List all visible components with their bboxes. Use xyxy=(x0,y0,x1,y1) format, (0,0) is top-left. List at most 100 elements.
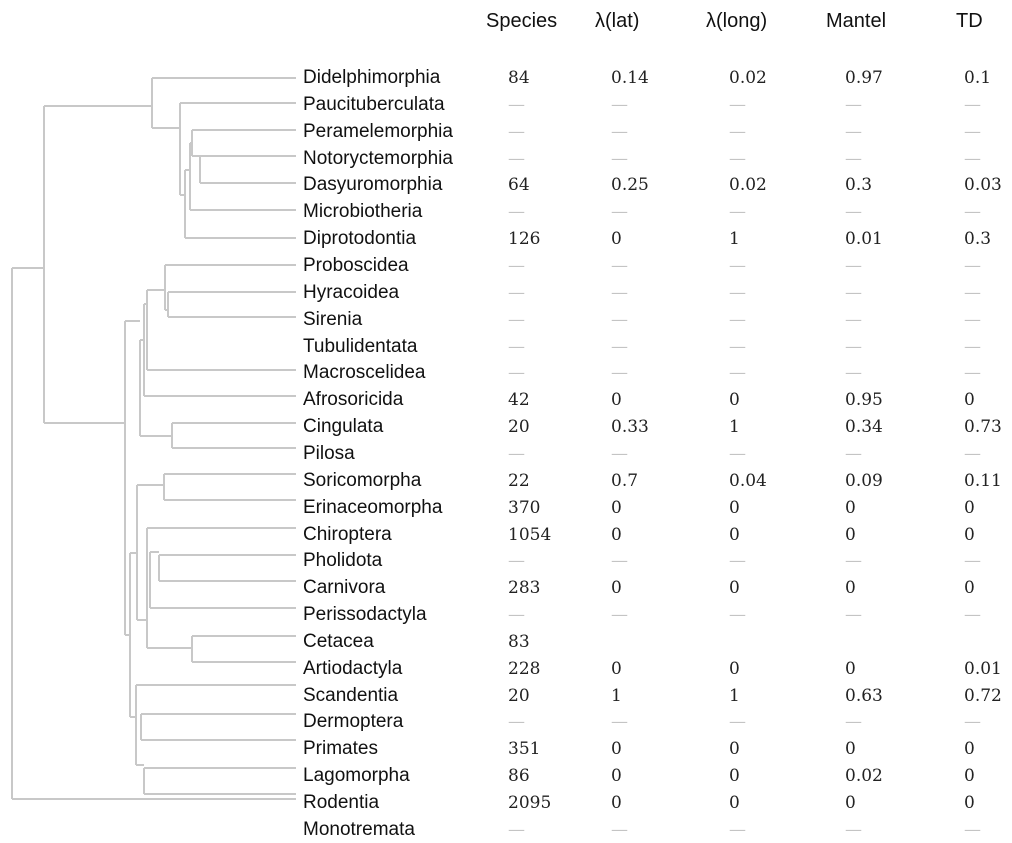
lambda-long-cell: 0 xyxy=(729,578,740,599)
lambda-long-cell: 0 xyxy=(729,390,740,411)
mantel-cell: — xyxy=(845,256,862,276)
column-header-lambda-lat: λ(lat) xyxy=(595,10,640,32)
mantel-cell: — xyxy=(845,363,862,384)
td-cell: 0 xyxy=(964,524,975,545)
table-row: Microbiotheria — — — — — xyxy=(0,199,1012,225)
lambda-long-cell: 1 xyxy=(729,685,740,706)
lambda-lat-cell: 0 xyxy=(611,390,622,411)
order-label: Microbiotheria xyxy=(303,201,423,223)
order-label: Diprotodontia xyxy=(303,228,417,250)
species-cell: 83 xyxy=(508,631,530,652)
lambda-lat-cell: 0 xyxy=(611,793,622,813)
species-cell: — xyxy=(508,363,525,384)
td-cell: — xyxy=(964,336,981,357)
lambda-long-cell: 0 xyxy=(729,793,740,813)
lambda-lat-cell: — xyxy=(611,551,628,572)
mantel-cell: 0 xyxy=(845,497,856,518)
order-label: Pilosa xyxy=(303,442,355,464)
table-row: Peramelemorphia — — — — — xyxy=(0,119,1012,145)
order-label: Erinaceomorpha xyxy=(303,496,443,518)
td-cell: — xyxy=(964,443,981,464)
species-cell: 86 xyxy=(508,766,530,787)
mantel-cell: 0.63 xyxy=(845,685,883,706)
order-label: Scandentia xyxy=(303,684,399,706)
table-row: Artiodactyla 228 0 0 0 0.01 xyxy=(0,656,1012,682)
table-row: Proboscidea — — — — — xyxy=(0,253,1012,279)
lambda-lat-cell: 0 xyxy=(611,229,622,250)
species-cell: — xyxy=(508,202,525,223)
order-label: Pholidota xyxy=(303,550,383,572)
column-header-td: TD xyxy=(956,10,983,32)
mantel-cell: — xyxy=(845,309,862,330)
mantel-cell: 0.34 xyxy=(845,417,883,438)
tree-branch xyxy=(191,129,296,157)
table-row: Perissodactyla — — — — — xyxy=(0,602,1012,628)
tree-branch xyxy=(146,289,296,371)
species-cell: 228 xyxy=(508,658,541,679)
td-cell: — xyxy=(964,282,981,303)
lambda-long-cell: — xyxy=(729,605,746,625)
table-row: Macroscelidea — — — — — xyxy=(0,360,1012,386)
species-cell: — xyxy=(508,443,525,464)
lambda-lat-cell: 0 xyxy=(611,739,622,760)
tree-branch xyxy=(163,473,296,501)
mantel-cell: 0 xyxy=(845,524,856,545)
mantel-cell: 0 xyxy=(845,793,856,813)
table-row: Afrosoricida 42 0 0 0.95 0 xyxy=(0,387,1012,413)
table-row: Carnivora 283 0 0 0 0 xyxy=(0,575,1012,601)
table-row: Erinaceomorpha 370 0 0 0 0 xyxy=(0,495,1012,521)
lambda-long-cell: 0.02 xyxy=(729,175,767,196)
species-cell: 370 xyxy=(508,497,541,518)
order-label: Sirenia xyxy=(303,308,363,330)
tree-branch xyxy=(167,291,296,318)
lambda-lat-cell: — xyxy=(611,605,628,625)
tree-branch xyxy=(191,635,296,663)
lambda-long-cell: — xyxy=(729,282,746,303)
order-label: Macroscelidea xyxy=(303,362,426,384)
lambda-lat-cell: — xyxy=(611,202,628,223)
td-cell: — xyxy=(964,121,981,142)
tree-branch xyxy=(136,484,164,621)
column-header-lambda-long: λ(long) xyxy=(706,10,768,32)
td-cell: — xyxy=(964,605,981,625)
tree-branch xyxy=(149,551,296,609)
lambda-lat-cell: 0 xyxy=(611,497,622,518)
lambda-long-cell: 0.02 xyxy=(729,68,767,88)
order-label: Tubulidentata xyxy=(303,335,418,357)
table-row: Diprotodontia 126 0 1 0.01 0.3 xyxy=(0,226,1012,252)
order-label: Lagomorpha xyxy=(303,765,410,787)
species-cell: — xyxy=(508,712,525,733)
lambda-long-cell: 0.04 xyxy=(729,470,767,491)
species-cell: — xyxy=(508,605,525,625)
tree-branch xyxy=(135,684,296,766)
species-cell: — xyxy=(508,148,525,169)
tree-branch xyxy=(151,77,296,129)
species-cell: — xyxy=(508,551,525,572)
order-label: Perissodactyla xyxy=(303,604,427,625)
lambda-lat-cell: — xyxy=(611,94,628,115)
lambda-lat-cell: 0 xyxy=(611,658,622,679)
species-cell: — xyxy=(508,282,525,303)
lambda-lat-cell: 0 xyxy=(611,578,622,599)
order-label: Rodentia xyxy=(303,792,380,813)
mantel-cell: — xyxy=(845,94,862,115)
table-row: Sirenia — — — — — xyxy=(0,307,1012,333)
lambda-long-cell: — xyxy=(729,202,746,223)
tree-branch xyxy=(171,422,296,449)
lambda-lat-cell: 0 xyxy=(611,766,622,787)
species-cell: 84 xyxy=(508,68,530,88)
table-row: Didelphimorphia 84 0.14 0.02 0.97 0.1 xyxy=(0,65,1012,91)
species-cell: 20 xyxy=(508,685,530,706)
mantel-cell: 0.09 xyxy=(845,470,883,491)
lambda-lat-cell: 0.25 xyxy=(611,175,649,196)
order-label: Notoryctemorphia xyxy=(303,147,453,169)
species-cell: — xyxy=(508,256,525,276)
species-cell: 64 xyxy=(508,175,530,196)
species-cell: 42 xyxy=(508,390,530,411)
species-cell: — xyxy=(508,336,525,357)
table-row: Primates 351 0 0 0 0 xyxy=(0,736,1012,762)
species-cell: — xyxy=(508,121,525,142)
order-label: Primates xyxy=(303,738,378,760)
mantel-cell: — xyxy=(845,605,862,625)
